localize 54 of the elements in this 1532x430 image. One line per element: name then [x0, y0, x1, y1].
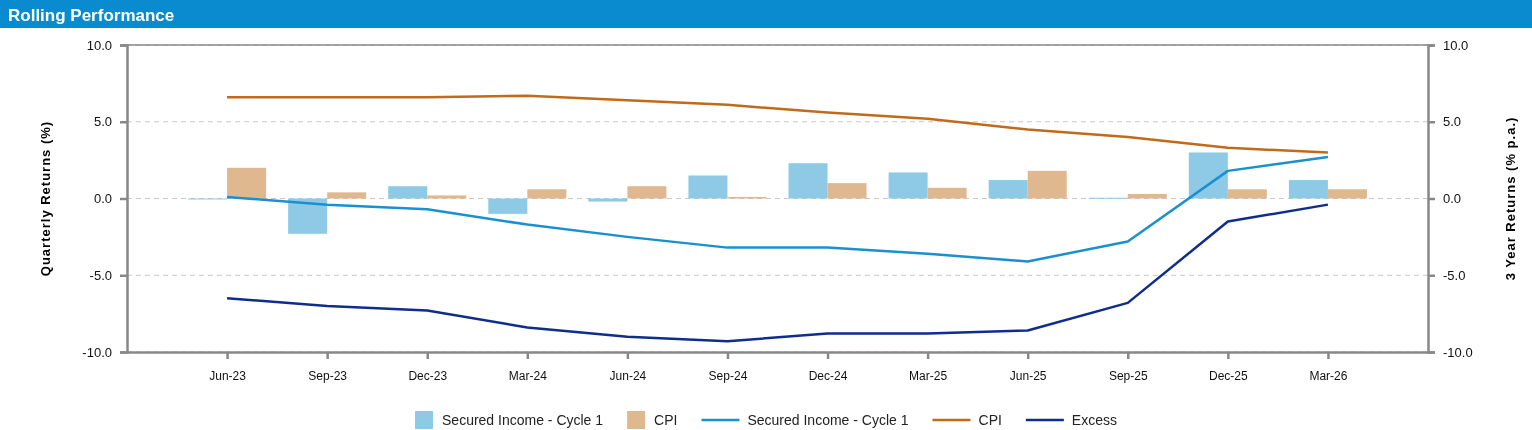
chart-title: Rolling Performance [8, 6, 175, 25]
bar [388, 186, 428, 199]
bar [827, 183, 867, 199]
legend-label: Secured Income - Cycle 1 [442, 412, 604, 428]
x-tick-label: Dec-24 [808, 368, 848, 383]
bar [1127, 193, 1167, 199]
y-axis-title: Quarterly Returns (%) [38, 120, 53, 277]
bar [288, 198, 328, 234]
x-tick-label: Jun-24 [609, 368, 647, 383]
bar [1288, 180, 1328, 199]
bar [1227, 189, 1267, 199]
bar [427, 195, 467, 199]
bar [327, 192, 367, 199]
y-tick-label: 0.0 [93, 191, 112, 207]
bar [788, 163, 828, 199]
bar [1188, 152, 1228, 199]
bar [688, 175, 728, 199]
x-tick-label: Dec-25 [1209, 368, 1249, 383]
bar [888, 172, 928, 199]
legend-label: Secured Income - Cycle 1 [747, 412, 909, 428]
legend-label: CPI [654, 412, 678, 428]
y2-tick-label: -5.0 [1443, 267, 1466, 283]
bar [488, 198, 528, 214]
bar [527, 189, 567, 199]
x-tick-label: Dec-23 [408, 368, 448, 383]
legend-label: CPI [978, 412, 1002, 428]
bar [588, 198, 628, 202]
x-tick-label: Mar-26 [1309, 368, 1348, 383]
y-tick-label: 5.0 [93, 114, 112, 130]
y2-tick-label: 0.0 [1443, 191, 1462, 207]
y-tick-label: -5.0 [89, 267, 112, 283]
x-tick-label: Jun-25 [1009, 368, 1047, 383]
x-tick-label: Sep-24 [708, 368, 748, 383]
bar [1327, 189, 1367, 199]
bar [1027, 170, 1067, 199]
y2-tick-label: 5.0 [1443, 114, 1462, 130]
y-tick-label: 10.0 [86, 37, 112, 53]
y2-axis-title: 3 Year Returns (% p.a.) [1503, 116, 1518, 281]
bar [627, 186, 667, 199]
y2-tick-label: -10.0 [1443, 344, 1473, 360]
x-tick-label: Mar-25 [909, 368, 948, 383]
x-tick-label: Sep-25 [1108, 368, 1148, 383]
bar [988, 180, 1028, 199]
bar [927, 187, 967, 199]
line-series [225, 155, 1330, 263]
y2-tick-label: 10.0 [1443, 37, 1469, 53]
line-series [225, 94, 1330, 154]
line-series [225, 203, 1330, 343]
y-tick-label: -10.0 [82, 344, 112, 360]
x-tick-label: Sep-23 [308, 368, 348, 383]
bar [227, 167, 267, 199]
x-tick-label: Jun-23 [209, 368, 247, 383]
x-tick-label: Mar-24 [508, 368, 548, 383]
legend-label: Excess [1071, 412, 1117, 428]
